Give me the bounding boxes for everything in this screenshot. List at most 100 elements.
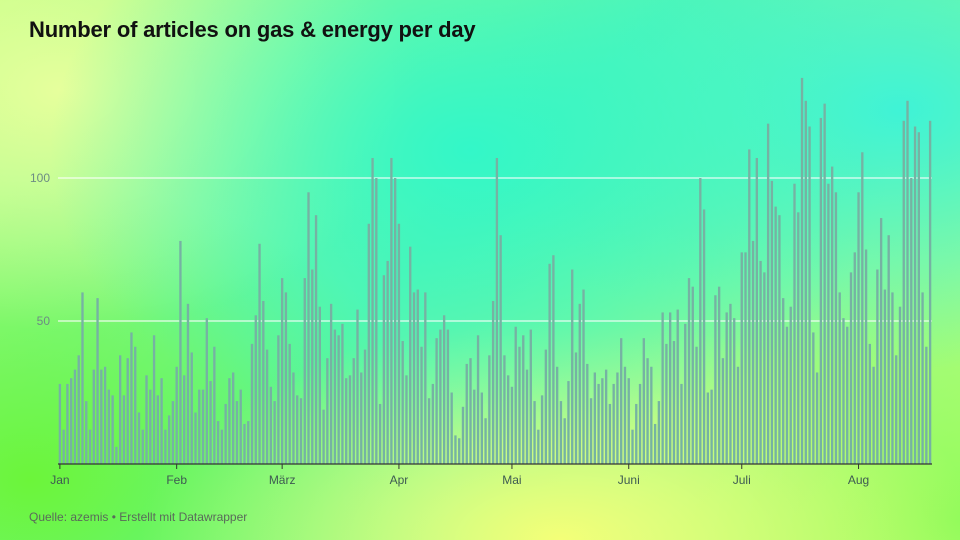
chart-title: Number of articles on gas & energy per d… bbox=[29, 17, 476, 42]
bar bbox=[774, 206, 777, 464]
x-tick-label: Apr bbox=[390, 473, 409, 487]
x-tick-label: Jan bbox=[50, 473, 69, 487]
bar bbox=[567, 381, 570, 464]
bar bbox=[785, 326, 789, 464]
bar bbox=[186, 303, 190, 464]
bar bbox=[563, 418, 566, 464]
bar bbox=[815, 372, 819, 464]
bar bbox=[378, 403, 382, 464]
bar bbox=[574, 352, 578, 464]
bar bbox=[322, 409, 325, 464]
bar bbox=[183, 375, 186, 464]
bar bbox=[631, 429, 634, 464]
bar bbox=[420, 346, 423, 464]
bar bbox=[476, 335, 480, 464]
bar bbox=[842, 318, 845, 464]
bar bbox=[96, 298, 99, 464]
bar bbox=[345, 378, 348, 464]
bar bbox=[149, 389, 152, 464]
y-axis-ticks: 50 100 bbox=[30, 171, 50, 328]
bar bbox=[925, 346, 928, 464]
bar bbox=[292, 372, 295, 464]
bar bbox=[179, 240, 182, 464]
bar bbox=[156, 395, 159, 464]
x-tick-label: Mai bbox=[502, 473, 521, 487]
bar bbox=[653, 423, 657, 464]
bar bbox=[552, 255, 555, 464]
bar bbox=[522, 335, 525, 464]
bar bbox=[868, 343, 872, 464]
bar bbox=[122, 395, 126, 464]
bar bbox=[623, 366, 627, 464]
bar bbox=[273, 401, 276, 464]
bar bbox=[484, 418, 487, 464]
bar bbox=[209, 381, 212, 464]
bar bbox=[913, 126, 917, 465]
bar bbox=[239, 389, 242, 464]
bar bbox=[326, 358, 329, 464]
bar bbox=[650, 366, 653, 464]
bar bbox=[194, 412, 197, 464]
bar bbox=[397, 223, 401, 464]
bar bbox=[597, 383, 600, 464]
bar bbox=[702, 209, 706, 464]
bar bbox=[823, 103, 826, 464]
bar bbox=[910, 178, 913, 464]
bar bbox=[115, 446, 118, 464]
x-axis-ticks: Jan Feb März Apr Mai Juni Juli Aug bbox=[50, 464, 869, 487]
bar bbox=[895, 355, 898, 464]
bar bbox=[262, 300, 265, 464]
bar bbox=[363, 349, 367, 464]
bar bbox=[891, 292, 894, 464]
bar bbox=[81, 292, 84, 464]
bar bbox=[232, 372, 235, 464]
bar bbox=[680, 383, 683, 464]
bar bbox=[307, 192, 310, 465]
bars bbox=[58, 77, 932, 465]
bar bbox=[66, 383, 69, 464]
bar bbox=[491, 300, 495, 464]
bar bbox=[872, 366, 875, 464]
bar bbox=[642, 338, 645, 464]
bar bbox=[601, 378, 604, 464]
bar bbox=[103, 366, 107, 464]
bar bbox=[62, 429, 65, 464]
bar bbox=[329, 303, 333, 464]
bar bbox=[763, 272, 766, 464]
bar bbox=[540, 395, 544, 464]
bar bbox=[318, 306, 321, 464]
bar bbox=[902, 120, 905, 465]
bar bbox=[171, 401, 175, 464]
bar bbox=[70, 378, 73, 464]
bar bbox=[789, 306, 792, 464]
bar bbox=[247, 421, 250, 464]
bar bbox=[906, 100, 909, 464]
bar bbox=[100, 369, 103, 464]
bar bbox=[831, 166, 834, 464]
bar bbox=[88, 429, 92, 464]
bar bbox=[507, 375, 510, 464]
bar bbox=[265, 349, 269, 464]
bar bbox=[213, 346, 216, 464]
bar bbox=[254, 315, 257, 464]
bar bbox=[311, 269, 314, 464]
bar bbox=[190, 352, 193, 464]
bar bbox=[390, 157, 393, 465]
bar bbox=[458, 438, 461, 464]
bar bbox=[733, 318, 736, 464]
bar bbox=[657, 401, 661, 464]
x-tick-label: Juni bbox=[618, 473, 640, 487]
bar bbox=[137, 412, 141, 464]
bar bbox=[721, 358, 725, 464]
bar bbox=[446, 329, 450, 464]
bar bbox=[555, 366, 559, 464]
bar bbox=[473, 389, 476, 464]
bar bbox=[684, 323, 687, 464]
bar bbox=[118, 355, 122, 464]
source-note: Quelle: azemis • Erstellt mit Datawrappe… bbox=[29, 510, 248, 524]
bar bbox=[800, 77, 804, 465]
bar bbox=[578, 303, 581, 464]
bar bbox=[782, 298, 785, 464]
bar bbox=[812, 332, 815, 464]
